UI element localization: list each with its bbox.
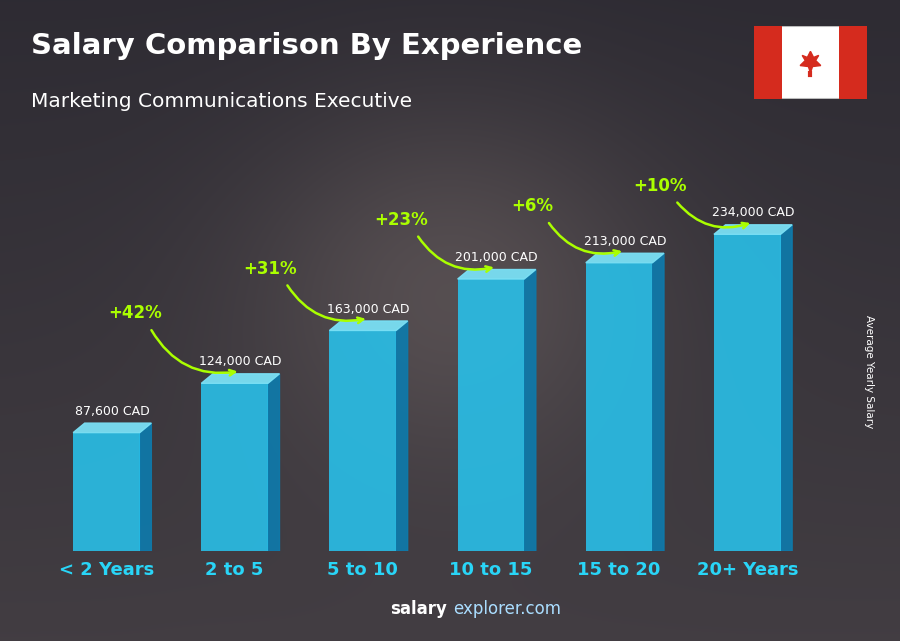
- Text: 87,600 CAD: 87,600 CAD: [75, 404, 149, 418]
- Text: 201,000 CAD: 201,000 CAD: [455, 251, 538, 264]
- Text: 234,000 CAD: 234,000 CAD: [712, 206, 795, 219]
- Bar: [457, 279, 525, 551]
- Polygon shape: [800, 51, 821, 72]
- Polygon shape: [652, 253, 664, 551]
- Polygon shape: [457, 269, 536, 279]
- Text: 124,000 CAD: 124,000 CAD: [199, 355, 282, 369]
- Polygon shape: [73, 423, 151, 433]
- Bar: [754, 26, 782, 99]
- Text: +6%: +6%: [511, 197, 553, 215]
- Polygon shape: [780, 225, 792, 551]
- Bar: [202, 383, 268, 551]
- Polygon shape: [202, 374, 280, 383]
- Text: salary: salary: [391, 600, 447, 618]
- Bar: [73, 433, 140, 551]
- Polygon shape: [586, 253, 664, 263]
- Text: 163,000 CAD: 163,000 CAD: [328, 303, 410, 315]
- Bar: [586, 263, 652, 551]
- Bar: [329, 331, 396, 551]
- Polygon shape: [525, 269, 535, 551]
- Text: Marketing Communications Executive: Marketing Communications Executive: [32, 92, 412, 112]
- Text: 213,000 CAD: 213,000 CAD: [583, 235, 666, 248]
- Bar: [714, 235, 780, 551]
- Text: +10%: +10%: [634, 177, 687, 195]
- Text: +23%: +23%: [374, 211, 428, 229]
- Text: Salary Comparison By Experience: Salary Comparison By Experience: [32, 32, 582, 60]
- Polygon shape: [140, 423, 151, 551]
- Text: +42%: +42%: [108, 304, 162, 322]
- Text: +31%: +31%: [244, 260, 297, 278]
- Bar: [839, 26, 867, 99]
- Polygon shape: [268, 374, 280, 551]
- Polygon shape: [329, 321, 408, 331]
- Text: Average Yearly Salary: Average Yearly Salary: [863, 315, 874, 428]
- Polygon shape: [396, 321, 408, 551]
- Polygon shape: [714, 225, 792, 235]
- Text: explorer.com: explorer.com: [453, 600, 561, 618]
